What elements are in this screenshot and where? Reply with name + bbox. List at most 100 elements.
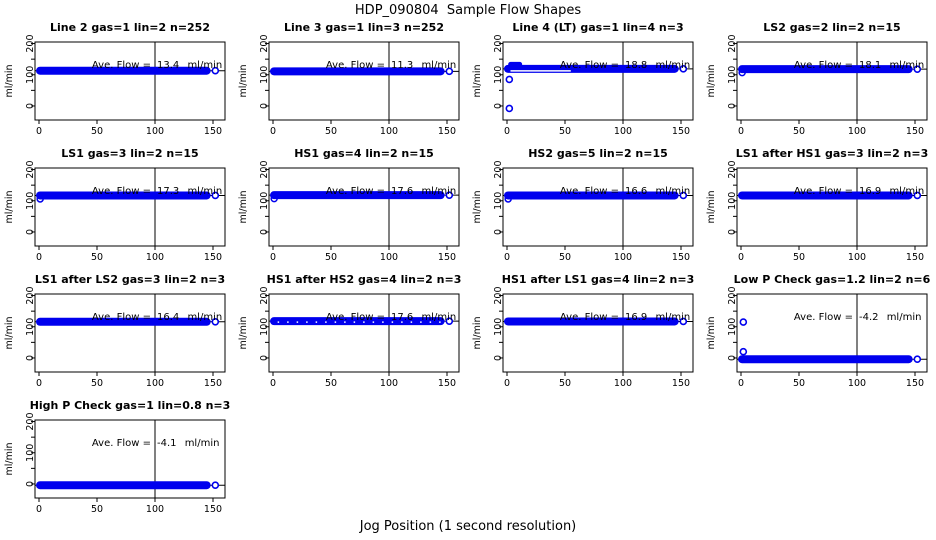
x-axis-title: Jog Position (1 second resolution) bbox=[359, 519, 577, 534]
band-end-point bbox=[211, 191, 220, 200]
y-axis-label: ml/min bbox=[706, 190, 717, 223]
y-tick-label: 0 bbox=[25, 481, 36, 487]
y-tick-label: 0 bbox=[727, 103, 738, 109]
x-tick-label: 100 bbox=[146, 378, 164, 389]
x-tick-label: 100 bbox=[614, 126, 632, 137]
y-tick-label: 0 bbox=[259, 103, 270, 109]
y-tick-label: 0 bbox=[727, 355, 738, 361]
subplot-title: HS1 after HS2 gas=4 lin=2 n=3 bbox=[267, 273, 462, 286]
subplot-title: LS1 after LS2 gas=3 lin=2 n=3 bbox=[35, 273, 225, 286]
plot-frame bbox=[736, 41, 928, 121]
left-notch-point bbox=[270, 194, 278, 203]
y-tick-label: 0 bbox=[493, 229, 504, 235]
band-end-point bbox=[211, 66, 220, 75]
ave-flow-value: 18.1 ml/min bbox=[859, 60, 924, 71]
x-tick-label: 100 bbox=[380, 252, 398, 263]
flow-band bbox=[504, 317, 679, 326]
y-tick-label: 200 bbox=[493, 34, 504, 52]
x-tick-label: 0 bbox=[36, 252, 42, 263]
start-bump-points bbox=[508, 61, 523, 67]
x-tick-label: 150 bbox=[204, 126, 222, 137]
subplot-title: HS1 gas=4 lin=2 n=15 bbox=[294, 147, 434, 160]
x-tick-label: 0 bbox=[504, 126, 510, 137]
y-tick-label: 200 bbox=[727, 160, 738, 178]
y-tick-label: 200 bbox=[493, 286, 504, 304]
ave-flow-label: Ave. Flow = bbox=[794, 312, 853, 323]
x-tick-label: 150 bbox=[204, 252, 222, 263]
x-tick-label: 100 bbox=[614, 252, 632, 263]
y-axis-label: ml/min bbox=[238, 190, 249, 223]
band-end-point bbox=[445, 191, 454, 199]
y-tick-label: 200 bbox=[25, 412, 36, 430]
x-tick-label: 150 bbox=[672, 252, 690, 263]
x-tick-label: 150 bbox=[438, 126, 456, 137]
subplot-5: LS1 gas=3 lin=2 n=15 0 100 200 ml/min 0 50 100 1… bbox=[4, 147, 226, 263]
ave-flow-label: Ave. Flow = bbox=[794, 60, 853, 71]
y-tick-label: 100 bbox=[493, 318, 504, 336]
y-tick-label: 100 bbox=[727, 192, 738, 210]
flow-band bbox=[738, 191, 913, 200]
ave-flow-label: Ave. Flow = bbox=[326, 60, 385, 71]
y-tick-label: 0 bbox=[259, 355, 270, 361]
y-axis-label: ml/min bbox=[238, 316, 249, 349]
x-tick-label: 50 bbox=[91, 252, 103, 263]
x-tick-label: 0 bbox=[504, 378, 510, 389]
ave-flow-value: -4.1 ml/min bbox=[157, 438, 219, 449]
x-tick-label: 50 bbox=[793, 378, 805, 389]
plot-grid: Line 2 gas=1 lin=2 n=252 0 100 200 ml/min 0 50… bbox=[0, 18, 936, 522]
x-tick-label: 150 bbox=[906, 378, 924, 389]
x-tick-label: 50 bbox=[91, 504, 103, 515]
x-tick-label: 0 bbox=[270, 378, 276, 389]
y-axis-label: ml/min bbox=[706, 64, 717, 97]
ave-flow-label: Ave. Flow = bbox=[560, 186, 619, 197]
plot-frame bbox=[34, 41, 226, 121]
ave-flow-value: -4.2 ml/min bbox=[859, 312, 921, 323]
plot-frame bbox=[736, 293, 928, 373]
x-tick-label: 100 bbox=[848, 378, 866, 389]
y-tick-label: 100 bbox=[25, 66, 36, 84]
subplot-1: Line 2 gas=1 lin=2 n=252 0 100 200 ml/min 0 50… bbox=[4, 21, 226, 137]
y-tick-label: 200 bbox=[259, 160, 270, 178]
figure-title: HDP_090804 Sample Flow Shapes bbox=[354, 3, 582, 18]
y-tick-label: 200 bbox=[259, 286, 270, 304]
x-tick-label: 0 bbox=[270, 126, 276, 137]
x-tick-label: 50 bbox=[91, 126, 103, 137]
band-end-point bbox=[679, 317, 688, 326]
x-tick-label: 0 bbox=[36, 378, 42, 389]
plot-frame bbox=[34, 167, 226, 247]
subplot-3: Line 4 (LT) gas=1 lin=4 n=3 0 100 200 ml/min… bbox=[472, 21, 694, 137]
x-tick-label: 0 bbox=[270, 252, 276, 263]
x-tick-label: 0 bbox=[738, 252, 744, 263]
y-tick-label: 0 bbox=[493, 355, 504, 361]
y-tick-label: 0 bbox=[25, 103, 36, 109]
x-tick-label: 150 bbox=[204, 378, 222, 389]
x-tick-label: 150 bbox=[672, 378, 690, 389]
y-axis-label: ml/min bbox=[472, 64, 483, 97]
subplot-title: Low P Check gas=1.2 lin=2 n=6 bbox=[734, 273, 931, 286]
subplot-title: Line 2 gas=1 lin=2 n=252 bbox=[50, 21, 210, 34]
x-tick-label: 0 bbox=[504, 252, 510, 263]
y-tick-label: 0 bbox=[727, 229, 738, 235]
flow-band bbox=[270, 67, 445, 76]
ave-flow-value: 16.9 ml/min bbox=[859, 186, 924, 197]
flow-band bbox=[504, 191, 679, 200]
band-end-point bbox=[211, 481, 220, 490]
left-notch-point bbox=[738, 68, 746, 77]
plot-frame bbox=[34, 419, 226, 499]
ave-flow-value: 16.4 ml/min bbox=[157, 312, 222, 323]
plot-frame bbox=[268, 293, 460, 373]
flow-band bbox=[738, 65, 913, 74]
band-end-point bbox=[679, 191, 688, 200]
x-tick-label: 100 bbox=[848, 252, 866, 263]
band-end-point bbox=[211, 317, 220, 326]
x-tick-label: 50 bbox=[559, 378, 571, 389]
flow-band bbox=[270, 317, 445, 326]
flow-band bbox=[738, 355, 913, 364]
band-end-point bbox=[913, 355, 922, 364]
y-tick-label: 200 bbox=[25, 160, 36, 178]
flow-band bbox=[36, 66, 211, 75]
y-tick-label: 100 bbox=[259, 192, 270, 210]
subplot-6: HS1 gas=4 lin=2 n=15 0 100 200 ml/min 0 50 100 1… bbox=[238, 147, 460, 263]
ave-flow-label: Ave. Flow = bbox=[326, 312, 385, 323]
outlier-point bbox=[739, 318, 748, 326]
